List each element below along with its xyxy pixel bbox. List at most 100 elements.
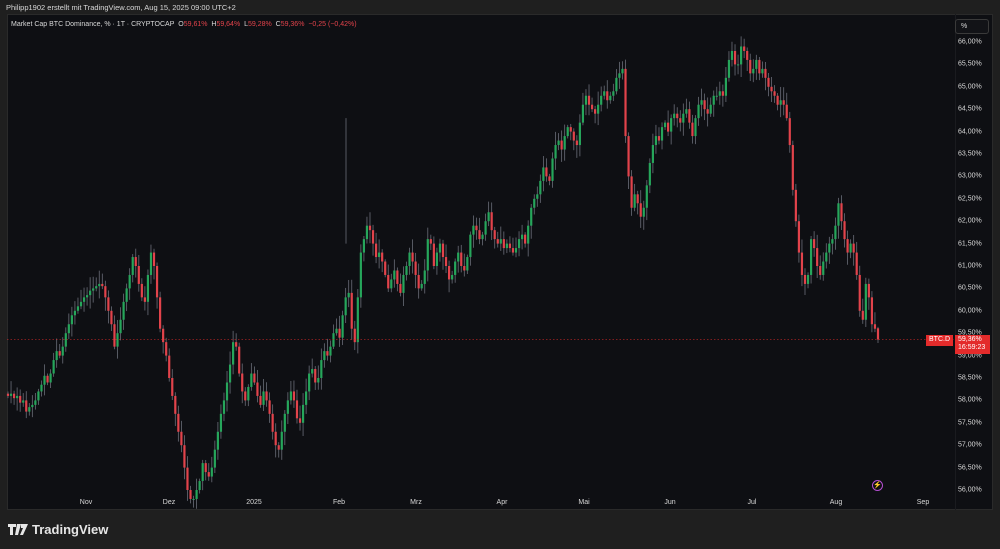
candle	[545, 158, 548, 182]
chart-panel[interactable]	[7, 14, 993, 510]
candle	[332, 324, 335, 349]
candle	[809, 235, 813, 284]
candle	[295, 389, 299, 424]
candle	[396, 267, 399, 292]
last-price-tag: 59,36% 16:59:23	[955, 335, 990, 354]
candle	[660, 122, 664, 150]
candle	[603, 85, 606, 100]
candle	[79, 289, 83, 310]
price-tick-label: 64,50%	[958, 105, 982, 113]
candle	[794, 183, 797, 227]
candle	[484, 213, 487, 241]
candle	[95, 277, 98, 292]
candle	[524, 232, 527, 248]
candle	[28, 403, 31, 416]
candle	[444, 244, 448, 273]
candle	[636, 190, 639, 215]
price-tick-label: 62,50%	[958, 195, 982, 203]
candle	[639, 190, 642, 228]
legend-high-label: H	[211, 21, 217, 28]
candle	[347, 279, 350, 308]
time-tick-label: Jul	[747, 499, 757, 506]
candle	[110, 306, 113, 332]
candle	[600, 86, 603, 112]
candle	[493, 226, 496, 249]
candle	[736, 54, 740, 75]
candle	[338, 315, 341, 347]
candle	[432, 236, 435, 270]
candle	[539, 174, 542, 203]
candle	[858, 265, 861, 317]
candle	[441, 239, 445, 270]
price-tick-label: 61,00%	[958, 262, 982, 270]
candle	[399, 273, 402, 297]
price-axis-divider	[955, 14, 956, 510]
candle	[52, 352, 55, 377]
candle	[584, 89, 588, 116]
candle	[454, 258, 457, 283]
candle	[131, 254, 134, 283]
price-tick-label: 57,50%	[958, 419, 982, 427]
lightning-icon[interactable]: ⚡	[872, 480, 883, 491]
candle	[393, 259, 396, 288]
candle	[606, 80, 609, 109]
candle	[846, 230, 849, 265]
candle	[447, 260, 451, 293]
candle	[43, 364, 46, 396]
candle	[502, 231, 505, 255]
candle	[113, 315, 116, 350]
candle	[326, 338, 329, 361]
candle	[469, 231, 472, 266]
candle	[374, 232, 378, 264]
price-tick-label: 65,50%	[958, 60, 982, 68]
price-tick-label: 57,00%	[958, 441, 982, 449]
candle	[414, 252, 417, 289]
candle	[520, 224, 524, 250]
price-tick-label: 58,00%	[958, 396, 982, 404]
candle	[527, 220, 530, 257]
candle	[788, 111, 791, 153]
candle	[408, 247, 411, 275]
candle	[371, 224, 375, 256]
candle	[478, 217, 481, 245]
candle	[867, 278, 870, 310]
candle	[359, 244, 362, 308]
time-tick-label: Dez	[162, 499, 176, 506]
candle	[98, 270, 101, 299]
candle	[137, 254, 140, 292]
candle	[247, 384, 250, 407]
candle	[593, 105, 597, 124]
candle	[189, 485, 192, 504]
candle	[356, 289, 359, 354]
candle	[460, 244, 463, 273]
candle	[37, 388, 40, 405]
candle	[743, 38, 746, 59]
candle	[782, 87, 785, 116]
candle	[517, 231, 521, 257]
candle	[764, 61, 767, 91]
candle	[280, 420, 283, 460]
candle	[587, 84, 591, 116]
candle	[55, 338, 58, 368]
candle	[122, 293, 125, 330]
candle	[210, 456, 213, 483]
candle	[58, 344, 61, 359]
candle	[85, 287, 89, 306]
legend-low-label: L	[244, 21, 248, 28]
candle	[274, 423, 277, 458]
candle	[530, 203, 533, 239]
candle	[667, 110, 670, 137]
candle	[350, 279, 353, 340]
price-tick-label: 56,50%	[958, 464, 982, 472]
candle	[174, 392, 177, 427]
candle	[308, 365, 311, 401]
candle	[232, 330, 235, 375]
candle	[654, 124, 658, 154]
candle	[46, 373, 49, 386]
candle	[335, 318, 338, 336]
unit-toggle-button[interactable]: %	[955, 19, 989, 34]
candle	[362, 235, 366, 262]
candle	[697, 96, 700, 126]
candle	[192, 495, 195, 508]
candle	[749, 53, 752, 81]
